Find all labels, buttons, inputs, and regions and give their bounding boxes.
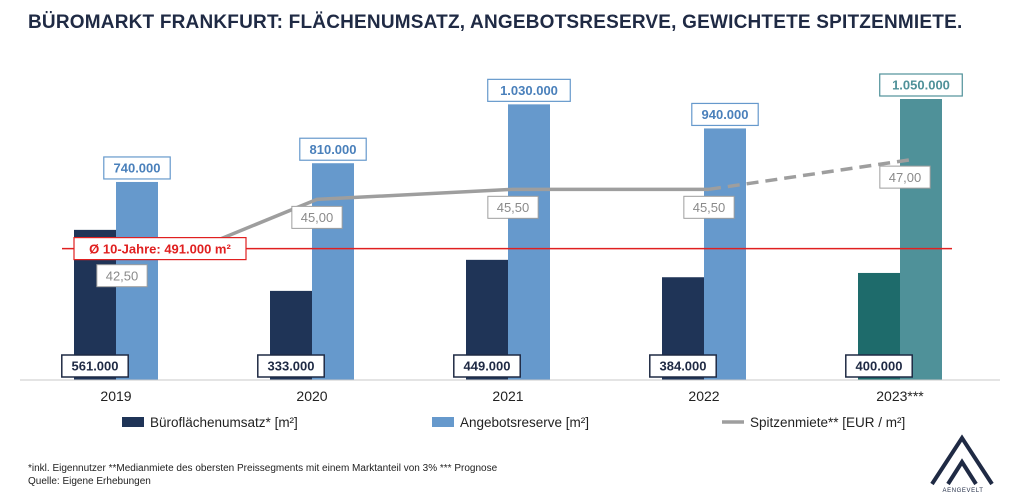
legend: Büroflächenumsatz* [m²] Angebotsreserve […	[122, 415, 905, 430]
label-angebotsreserve-box	[299, 137, 367, 161]
x-tick-label: 2022	[688, 388, 719, 404]
label-spitzenmiete: 45,50	[497, 200, 530, 215]
label-angebotsreserve-box	[487, 78, 571, 102]
label-bueroflaechenumsatz: 400.000	[856, 359, 903, 374]
legend-label: Büroflächenumsatz* [m²]	[150, 415, 298, 430]
label-spitzenmiete: 42,50	[106, 268, 139, 283]
rent-line-forecast	[708, 157, 916, 192]
label-angebotsreserve: 810.000	[310, 142, 357, 157]
rent-line	[181, 187, 709, 257]
label-bueroflaechenumsatz: 384.000	[660, 359, 707, 374]
logo-text: AENGEVELT	[943, 488, 984, 494]
data-labels-layer: 561.000 740.000 333.000 810.000 449.000 1.030…	[61, 73, 963, 378]
legend-swatch	[122, 417, 144, 427]
label-angebotsreserve: 1.050.000	[892, 78, 950, 93]
label-spitzenmiete-box	[879, 165, 931, 189]
label-spitzenmiete-box	[683, 195, 735, 219]
chart: 2019 2020 2021 2022 2023*** Ø 10-Jahre: 491.…	[20, 73, 1000, 430]
label-bueroflaechenumsatz-box	[61, 354, 129, 378]
footnote: *inkl. Eigennutzer **Medianmiete des obe…	[28, 462, 497, 488]
label-angebotsreserve-box	[879, 73, 963, 97]
label-angebotsreserve: 740.000	[114, 161, 161, 176]
label-angebotsreserve-box	[103, 156, 171, 180]
legend-label: Spitzenmiete** [EUR / m²]	[750, 415, 905, 430]
label-spitzenmiete: 45,50	[693, 200, 726, 215]
bar-angebotsreserve	[312, 163, 354, 380]
x-tick-label: 2019	[100, 388, 131, 404]
reference-label: Ø 10-Jahre: 491.000 m²	[89, 242, 231, 257]
rent-line-layer	[181, 157, 916, 257]
label-bueroflaechenumsatz: 561.000	[72, 359, 119, 374]
footnote-line-2: Quelle: Eigene Erhebungen	[28, 476, 151, 487]
label-angebotsreserve: 1.030.000	[500, 83, 558, 98]
footnote-line-1: *inkl. Eigennutzer **Medianmiete des obe…	[28, 463, 498, 474]
label-bueroflaechenumsatz-box	[649, 354, 717, 378]
label-spitzenmiete-box	[487, 195, 539, 219]
label-spitzenmiete-box	[291, 205, 343, 229]
label-angebotsreserve: 940.000	[702, 107, 749, 122]
label-spitzenmiete: 47,00	[889, 170, 922, 185]
reference-line-layer: Ø 10-Jahre: 491.000 m²	[62, 236, 952, 261]
bar-angebotsreserve	[704, 128, 746, 380]
x-tick-label: 2023***	[876, 388, 924, 404]
legend-swatch	[432, 417, 454, 427]
legend-label: Angebotsreserve [m²]	[460, 415, 589, 430]
label-bueroflaechenumsatz-box	[845, 354, 913, 378]
logo-mark-icon	[930, 434, 994, 486]
bar-angebotsreserve	[508, 104, 550, 380]
label-bueroflaechenumsatz-box	[453, 354, 521, 378]
axis-layer: 2019 2020 2021 2022 2023***	[20, 379, 1000, 404]
bar-angebotsreserve	[900, 99, 942, 380]
x-tick-label: 2020	[296, 388, 327, 404]
x-tick-label: 2021	[492, 388, 523, 404]
label-bueroflaechenumsatz-box	[257, 354, 325, 378]
label-bueroflaechenumsatz: 449.000	[464, 359, 511, 374]
reference-label-box	[73, 236, 247, 261]
chart-title: BÜROMARKT FRANKFURT: FLÄCHENUMSATZ, ANGE…	[28, 12, 963, 33]
label-bueroflaechenumsatz: 333.000	[268, 359, 315, 374]
label-spitzenmiete-box	[96, 264, 148, 288]
label-angebotsreserve-box	[691, 102, 759, 127]
label-spitzenmiete: 45,00	[301, 210, 334, 225]
aengevelt-logo: AENGEVELT	[930, 434, 994, 494]
